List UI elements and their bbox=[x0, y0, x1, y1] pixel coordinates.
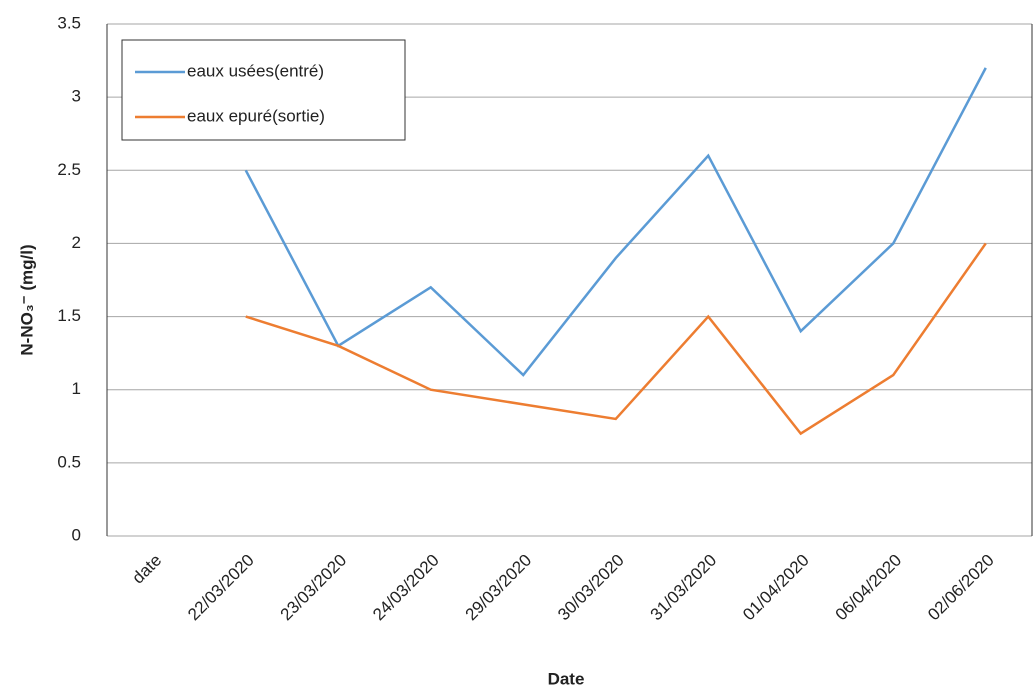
x-tick-label: 22/03/2020 bbox=[184, 551, 258, 625]
x-tick-label: 23/03/2020 bbox=[277, 551, 351, 625]
x-tick-label: 06/04/2020 bbox=[832, 551, 906, 625]
x-tick-label: 01/04/2020 bbox=[739, 551, 813, 625]
y-tick-label: 1 bbox=[72, 379, 81, 398]
y-tick-label: 3.5 bbox=[57, 13, 81, 32]
x-axis-label: Date bbox=[548, 669, 585, 688]
y-tick-label: 2 bbox=[72, 233, 81, 252]
x-tick-label: 31/03/2020 bbox=[647, 551, 721, 625]
legend-box bbox=[121, 39, 406, 141]
series-line bbox=[244, 67, 987, 377]
y-tick-label: 2.5 bbox=[57, 160, 81, 179]
legend-label: eaux usées(entré) bbox=[187, 61, 324, 80]
y-tick-label: 1.5 bbox=[57, 306, 81, 325]
x-tick-label: 24/03/2020 bbox=[369, 551, 443, 625]
y-tick-label: 3 bbox=[72, 87, 81, 106]
series-line bbox=[245, 242, 987, 436]
x-tick-label: 30/03/2020 bbox=[554, 551, 628, 625]
y-tick-label: 0.5 bbox=[57, 452, 81, 471]
legend-label: eaux epuré(sortie) bbox=[187, 106, 325, 125]
y-tick-label: 0 bbox=[72, 525, 81, 544]
x-tick-label: date bbox=[128, 551, 165, 588]
y-axis-label: N-NO₃⁻ (mg/l) bbox=[17, 244, 36, 355]
x-tick-label: 29/03/2020 bbox=[462, 551, 536, 625]
x-tick-label: 02/06/2020 bbox=[924, 551, 998, 625]
